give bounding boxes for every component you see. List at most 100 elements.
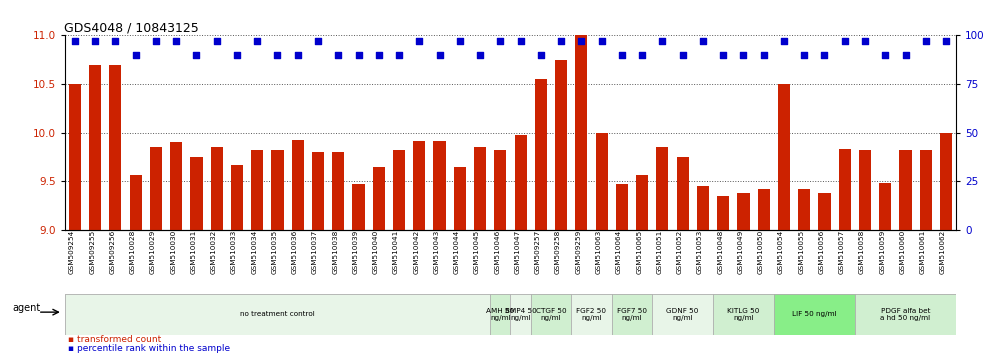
Text: GSM510041: GSM510041 bbox=[393, 230, 399, 274]
Text: GSM510038: GSM510038 bbox=[333, 230, 339, 274]
Bar bbox=[737, 193, 750, 230]
Bar bbox=[919, 150, 932, 230]
Text: GSM509257: GSM509257 bbox=[535, 230, 541, 274]
Text: GSM510032: GSM510032 bbox=[211, 230, 217, 274]
Text: GSM510062: GSM510062 bbox=[940, 230, 946, 274]
Text: GSM510056: GSM510056 bbox=[819, 230, 825, 274]
Point bbox=[310, 38, 326, 44]
Text: AMH 50
ng/ml: AMH 50 ng/ml bbox=[486, 308, 515, 321]
Text: GSM509254: GSM509254 bbox=[69, 230, 75, 274]
Text: PDGF alfa bet
a hd 50 ng/ml: PDGF alfa bet a hd 50 ng/ml bbox=[880, 308, 930, 321]
Point bbox=[857, 38, 872, 44]
Bar bbox=[292, 139, 304, 230]
Bar bbox=[899, 150, 911, 230]
Bar bbox=[474, 147, 486, 230]
Bar bbox=[697, 186, 709, 230]
Text: GSM510063: GSM510063 bbox=[596, 230, 602, 274]
Text: GSM510028: GSM510028 bbox=[129, 230, 135, 274]
Point bbox=[574, 38, 590, 44]
Text: GSM510047: GSM510047 bbox=[515, 230, 521, 274]
Point bbox=[695, 38, 711, 44]
Point bbox=[776, 38, 792, 44]
Bar bbox=[819, 193, 831, 230]
Bar bbox=[778, 84, 790, 230]
Text: GSM510061: GSM510061 bbox=[919, 230, 925, 274]
Bar bbox=[332, 152, 345, 230]
Text: GSM510050: GSM510050 bbox=[758, 230, 764, 274]
Bar bbox=[433, 141, 445, 230]
Text: GSM510034: GSM510034 bbox=[251, 230, 257, 274]
Point bbox=[654, 38, 670, 44]
Text: GSM510030: GSM510030 bbox=[170, 230, 176, 274]
Point bbox=[67, 38, 83, 44]
Text: GSM510055: GSM510055 bbox=[798, 230, 804, 274]
Text: agent: agent bbox=[12, 303, 40, 313]
Bar bbox=[596, 133, 608, 230]
Text: FGF7 50
ng/ml: FGF7 50 ng/ml bbox=[617, 308, 647, 321]
Bar bbox=[758, 189, 770, 230]
Text: GSM510059: GSM510059 bbox=[879, 230, 885, 274]
Point bbox=[492, 38, 508, 44]
Point bbox=[938, 38, 954, 44]
Bar bbox=[149, 147, 162, 230]
Bar bbox=[859, 150, 872, 230]
Bar bbox=[576, 35, 588, 230]
Point bbox=[917, 38, 933, 44]
Point bbox=[452, 38, 468, 44]
Text: GSM510054: GSM510054 bbox=[778, 230, 784, 274]
Text: GSM510043: GSM510043 bbox=[433, 230, 439, 274]
Text: GDS4048 / 10843125: GDS4048 / 10843125 bbox=[64, 21, 198, 34]
Text: GSM510048: GSM510048 bbox=[717, 230, 723, 274]
Point bbox=[229, 52, 245, 58]
Point bbox=[533, 52, 549, 58]
Bar bbox=[612, 294, 652, 335]
Bar bbox=[129, 175, 141, 230]
Bar bbox=[490, 294, 510, 335]
Bar bbox=[839, 149, 851, 230]
Bar bbox=[531, 294, 572, 335]
Text: GSM510052: GSM510052 bbox=[676, 230, 682, 274]
Text: GSM510057: GSM510057 bbox=[839, 230, 845, 274]
Bar bbox=[65, 294, 490, 335]
Point bbox=[715, 52, 731, 58]
Bar bbox=[110, 65, 122, 230]
Text: GSM510060: GSM510060 bbox=[899, 230, 905, 274]
Point bbox=[756, 52, 772, 58]
Bar bbox=[798, 189, 811, 230]
Point bbox=[897, 52, 913, 58]
Point bbox=[351, 52, 367, 58]
Point bbox=[331, 52, 347, 58]
Text: GSM510033: GSM510033 bbox=[231, 230, 237, 274]
Text: GSM510037: GSM510037 bbox=[312, 230, 318, 274]
Text: GSM510035: GSM510035 bbox=[272, 230, 278, 274]
Point bbox=[634, 52, 650, 58]
Bar bbox=[251, 150, 263, 230]
Bar bbox=[170, 142, 182, 230]
Text: KITLG 50
ng/ml: KITLG 50 ng/ml bbox=[727, 308, 760, 321]
Point bbox=[188, 52, 204, 58]
Text: ▪ percentile rank within the sample: ▪ percentile rank within the sample bbox=[68, 344, 230, 353]
Text: GSM510029: GSM510029 bbox=[150, 230, 156, 274]
Bar bbox=[879, 183, 891, 230]
Point bbox=[270, 52, 286, 58]
Bar bbox=[393, 150, 405, 230]
Text: GSM510049: GSM510049 bbox=[737, 230, 743, 274]
Point bbox=[594, 38, 610, 44]
Bar bbox=[454, 167, 466, 230]
Point bbox=[472, 52, 488, 58]
Bar bbox=[89, 65, 102, 230]
Text: GSM510042: GSM510042 bbox=[413, 230, 419, 274]
Bar bbox=[717, 196, 729, 230]
Point bbox=[249, 38, 265, 44]
Text: GSM509256: GSM509256 bbox=[110, 230, 116, 274]
Text: GSM510058: GSM510058 bbox=[859, 230, 865, 274]
Bar bbox=[515, 135, 527, 230]
Bar bbox=[652, 294, 713, 335]
Point bbox=[168, 38, 184, 44]
Point bbox=[674, 52, 690, 58]
Bar bbox=[855, 294, 956, 335]
Bar bbox=[413, 141, 425, 230]
Bar bbox=[676, 157, 689, 230]
Bar bbox=[231, 165, 243, 230]
Text: GSM510046: GSM510046 bbox=[494, 230, 500, 274]
